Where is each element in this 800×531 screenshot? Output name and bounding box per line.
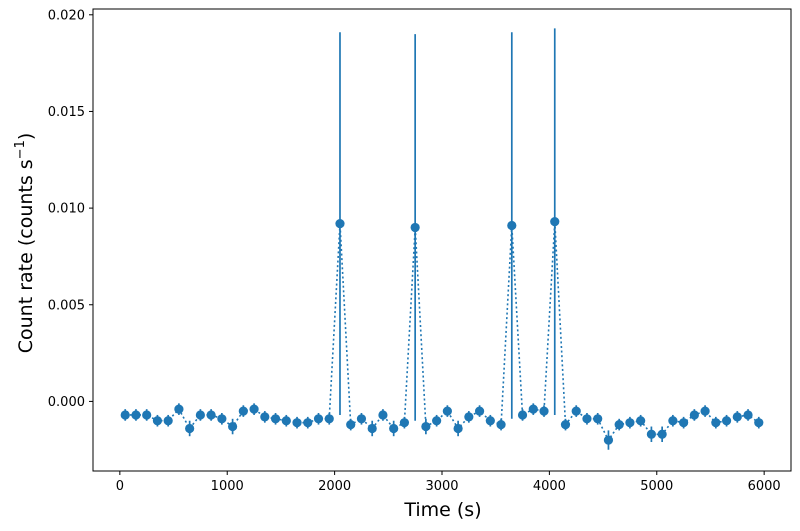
data-point — [732, 412, 742, 422]
data-point — [711, 418, 721, 428]
data-point — [260, 412, 270, 422]
data-point — [410, 222, 420, 233]
data-point — [496, 420, 506, 430]
data-point — [679, 418, 689, 428]
data-point — [528, 404, 538, 414]
data-point — [453, 423, 463, 434]
x-tick-label: 3000 — [425, 479, 458, 494]
data-point — [399, 418, 410, 428]
data-point — [507, 220, 517, 231]
data-point — [174, 404, 184, 414]
data-point — [281, 416, 291, 426]
data-point — [442, 406, 452, 416]
data-point — [389, 423, 399, 434]
data-point — [668, 416, 678, 426]
data-point — [356, 414, 367, 424]
data-point — [313, 414, 324, 424]
data-point — [152, 416, 163, 426]
data-point — [432, 416, 442, 426]
y-tick-label: 0.000 — [48, 395, 85, 410]
y-axis-title-close: ) — [15, 133, 37, 140]
data-point — [636, 416, 646, 426]
y-tick-label: 0.015 — [48, 105, 85, 120]
data-point — [593, 414, 603, 424]
x-tick-label: 4000 — [533, 479, 566, 494]
data-point — [550, 217, 560, 227]
data-point — [571, 406, 581, 416]
data-series — [120, 28, 764, 450]
x-tick-label: 5000 — [640, 479, 673, 494]
data-point — [464, 412, 474, 422]
data-point — [195, 410, 205, 420]
data-point — [120, 410, 130, 420]
y-tick-label: 0.005 — [48, 298, 85, 313]
y-axis-title-text: Count rate (counts s — [15, 159, 37, 353]
y-axis-title: Count rate (counts s−1) — [13, 133, 37, 354]
data-point — [185, 423, 195, 434]
data-point — [689, 410, 699, 420]
data-point — [367, 423, 377, 434]
data-point — [421, 421, 431, 432]
data-point — [743, 410, 753, 420]
data-point — [646, 429, 657, 439]
x-tick-label: 6000 — [748, 479, 781, 494]
data-point — [517, 410, 528, 420]
data-point — [228, 421, 238, 432]
y-axis: 0.000 0.005 0.010 0.015 0.020 — [48, 8, 93, 410]
data-point — [206, 410, 216, 420]
data-point — [485, 416, 495, 426]
x-tick-label: 1000 — [211, 479, 244, 494]
data-point — [378, 410, 388, 420]
data-point — [131, 410, 141, 420]
x-axis: 0 1000 2000 3000 4000 5000 6000 — [116, 471, 781, 494]
data-point — [142, 410, 152, 420]
data-point — [474, 406, 485, 416]
data-point — [700, 406, 710, 416]
data-point — [249, 404, 259, 414]
data-point — [163, 416, 173, 426]
x-tick-label: 2000 — [318, 479, 351, 494]
x-axis-title: Time (s) — [403, 499, 481, 521]
data-point — [217, 414, 227, 424]
data-point — [657, 429, 667, 439]
data-point — [292, 418, 302, 428]
data-point — [539, 406, 549, 416]
data-point — [582, 414, 592, 424]
y-axis-title-superscript: −1 — [13, 140, 28, 159]
data-point — [625, 418, 635, 428]
data-point — [614, 420, 624, 430]
y-tick-label: 0.010 — [48, 202, 85, 217]
data-point — [303, 418, 313, 428]
data-point — [270, 414, 281, 424]
data-point — [324, 414, 334, 424]
y-tick-label: 0.020 — [48, 8, 85, 23]
x-tick-label: 0 — [116, 479, 124, 494]
data-point — [603, 435, 614, 445]
data-point — [238, 406, 248, 416]
data-point — [335, 218, 345, 229]
data-point — [721, 416, 732, 426]
data-point — [560, 420, 571, 430]
data-point — [346, 420, 356, 430]
data-point — [754, 418, 764, 428]
